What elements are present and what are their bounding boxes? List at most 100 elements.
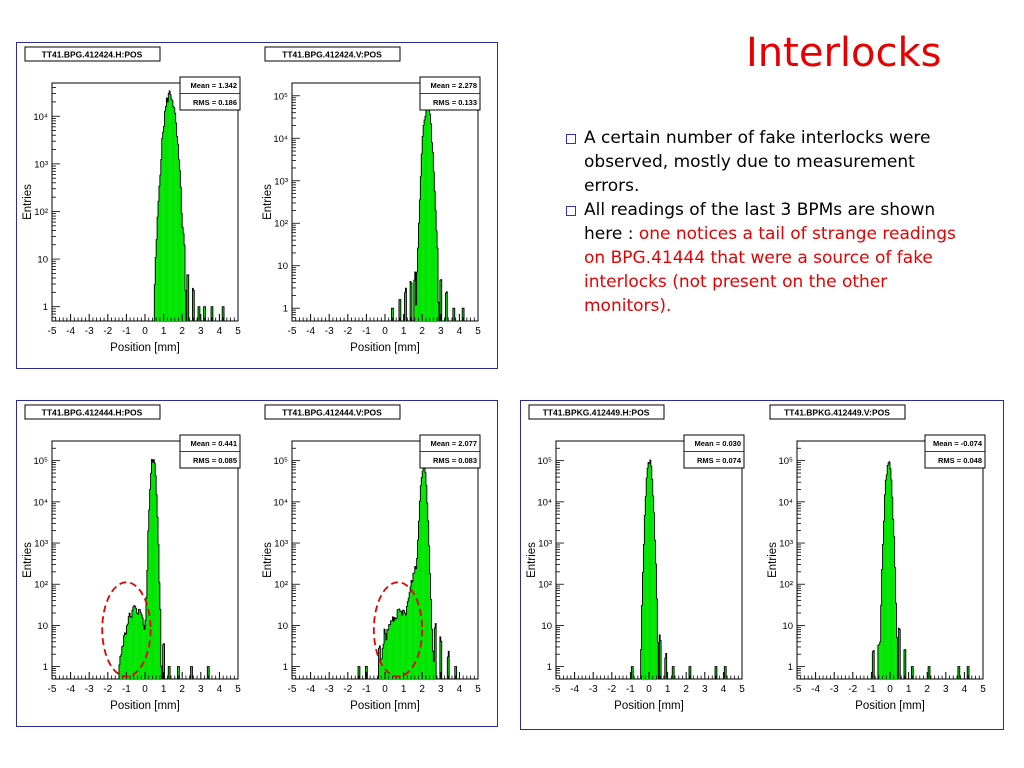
histogram-bin: [415, 568, 417, 679]
histogram-bin: [123, 635, 125, 679]
x-tick-label: 0: [142, 684, 148, 695]
x-tick-label: -1: [362, 684, 371, 695]
histogram-bin: [426, 108, 428, 321]
y-tick-label: 10²: [538, 580, 552, 591]
histogram-bin: [207, 666, 209, 679]
square-bullet-icon: [566, 206, 576, 216]
histogram-bin: [127, 624, 129, 679]
x-tick-label: 0: [382, 326, 388, 337]
y-tick-label: 10⁴: [273, 134, 288, 145]
y-tick-label: 1: [283, 662, 288, 673]
histogram-bin: [174, 113, 176, 321]
histogram-bin: [889, 461, 891, 679]
x-tick-label: 2: [683, 684, 689, 695]
x-axis-label: Position [mm]: [110, 700, 180, 712]
histogram-bin: [144, 629, 146, 679]
x-tick-label: 4: [217, 684, 223, 695]
stats-rms: RMS = 0.048: [938, 456, 982, 465]
y-axis-label: Entries: [262, 184, 274, 220]
histogram-bin: [400, 611, 402, 679]
histogram-bin: [420, 485, 422, 679]
bullet-text: All readings of the last 3 BPMs are show…: [584, 200, 936, 244]
histogram-bin: [145, 620, 147, 679]
plot-frame: [51, 82, 239, 322]
x-tick-label: -5: [552, 684, 561, 695]
x-tick-label: -2: [103, 326, 112, 337]
x-tick-label: 0: [887, 684, 893, 695]
x-tick-label: 2: [419, 326, 425, 337]
y-tick-label: 10⁵: [537, 456, 552, 467]
y-tick-label: 10³: [779, 539, 793, 550]
histogram-bin: [170, 94, 172, 321]
histogram-bin: [118, 664, 121, 679]
histogram-title: TT41.BPKG.412449.V:POS: [784, 408, 890, 418]
x-tick-label: 2: [179, 326, 185, 337]
histogram-bin: [128, 616, 130, 679]
y-tick-label: 10⁵: [778, 456, 793, 467]
highlight-ellipse: [101, 581, 152, 678]
histogram-bin: [151, 459, 153, 679]
histogram-bin: [178, 159, 180, 321]
histogram-bin: [640, 649, 642, 679]
histogram-bin: [447, 657, 449, 679]
x-axis-label: Position [mm]: [350, 342, 420, 354]
x-tick-label: -1: [362, 326, 371, 337]
histogram-bin: [182, 227, 184, 321]
histogram-bin: [145, 597, 148, 679]
histogram-bin: [158, 186, 161, 321]
y-tick-label: 10²: [274, 580, 288, 591]
histogram-bin: [397, 609, 399, 679]
histogram-bin: [424, 472, 427, 679]
histogram-bin: [162, 132, 164, 321]
histogram-bin: [888, 462, 890, 679]
x-tick-label: 4: [457, 684, 463, 695]
y-tick-label: 10³: [34, 539, 48, 550]
histogram-bin: [428, 107, 430, 321]
histogram-bin: [419, 501, 421, 679]
histogram-bin: [887, 465, 889, 679]
histogram-bin: [643, 544, 645, 679]
histogram-bin: [395, 618, 397, 679]
histogram-bin: [885, 480, 887, 679]
stats-mean: Mean = 2.077: [431, 439, 478, 448]
histogram-bin: [164, 111, 166, 321]
x-tick-label: 0: [382, 684, 388, 695]
y-tick-label: 10: [277, 621, 288, 632]
x-tick-label: -1: [122, 684, 131, 695]
histogram-bin: [644, 515, 646, 679]
histogram-outline: [357, 463, 458, 679]
histogram-bin: [119, 656, 122, 679]
histogram-bin: [398, 608, 401, 679]
histogram-bin: [878, 644, 880, 679]
histogram-bin: [434, 628, 436, 679]
histogram-bin: [421, 153, 423, 321]
histogram-bin: [143, 624, 145, 679]
bullet-item: All readings of the last 3 BPMs are show…: [566, 198, 966, 318]
x-axis-label: Position [mm]: [110, 342, 180, 354]
histogram-bin: [646, 478, 648, 679]
stats-rms: RMS = 0.083: [433, 456, 477, 465]
histogram-bin: [120, 654, 122, 679]
histogram-bin: [427, 106, 429, 322]
x-tick-label: -1: [626, 684, 635, 695]
histogram-bin: [148, 509, 150, 679]
histogram-bin: [158, 544, 160, 679]
x-tick-label: 2: [419, 684, 425, 695]
stats-rms: RMS = 0.085: [193, 456, 237, 465]
stats-mean: Mean = -0.074: [933, 439, 983, 448]
histogram-bin: [967, 666, 969, 679]
x-tick-label: 1: [161, 326, 167, 337]
y-tick-label: 10⁵: [33, 456, 48, 467]
x-tick-label: -2: [848, 684, 857, 695]
histogram-bin: [166, 97, 168, 321]
x-axis-label: Position [mm]: [614, 700, 684, 712]
y-tick-label: 10⁴: [33, 112, 48, 123]
histogram-bin: [433, 171, 435, 321]
histogram-bin: [384, 629, 386, 679]
y-tick-label: 10: [277, 261, 288, 272]
y-tick-label: 1: [283, 304, 288, 315]
y-tick-label: 1: [788, 662, 793, 673]
histogram-bin: [435, 210, 437, 321]
histogram-bin: [430, 123, 432, 321]
histogram-bin: [401, 615, 403, 679]
